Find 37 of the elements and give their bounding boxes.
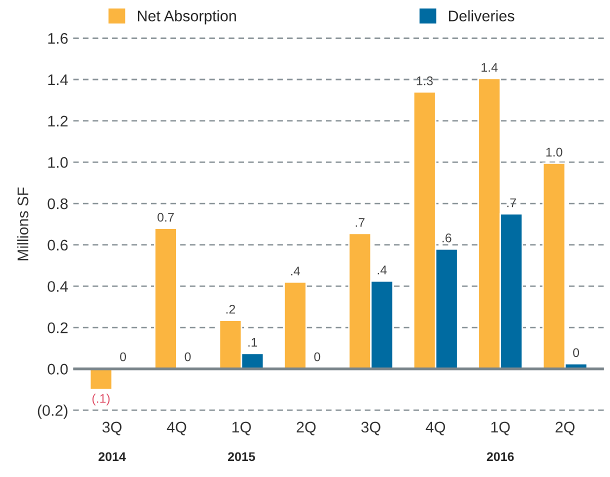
data-label: .4 xyxy=(378,266,387,274)
category-label: 3Q 2014 xyxy=(98,422,126,462)
x-tick-label: 2Q xyxy=(556,422,575,436)
y-axis-title: Millions SF xyxy=(17,187,28,260)
y-tick-label: 1.4 xyxy=(48,74,68,86)
data-label: .2 xyxy=(226,304,236,314)
data-label: .1 xyxy=(248,338,258,347)
data-label: .6 xyxy=(442,234,452,242)
data-label: .7 xyxy=(507,198,516,208)
data-label: 1.0 xyxy=(546,148,562,157)
x-tick-label: 3Q xyxy=(361,422,380,436)
y-tick-label: 0.8 xyxy=(48,198,68,210)
data-label: 0.7 xyxy=(158,212,174,222)
data-label: 1.3 xyxy=(416,76,433,86)
data-label: 0 xyxy=(120,352,126,362)
y-tick-label: 1.2 xyxy=(48,116,68,126)
y-tick-label: 0.4 xyxy=(48,281,68,292)
x-tick-label: 4Q xyxy=(166,422,186,436)
y-tick-label: 0.6 xyxy=(48,240,68,251)
legend-label: Deliveries xyxy=(449,10,514,22)
x-tick-label: 4Q xyxy=(426,422,446,436)
category-label: 1Q 2015 xyxy=(228,422,256,462)
legend-label: Net Absorption xyxy=(138,10,236,24)
data-label: 1.4 xyxy=(482,63,498,72)
y-tick-label: 1.6 xyxy=(48,33,68,44)
y-tick-label: 0.2 xyxy=(48,322,68,334)
y-tick-label: 0.0 xyxy=(48,364,68,375)
x-tick-label: 2Q xyxy=(296,422,316,436)
y-tick-label: (0.2) xyxy=(38,404,68,419)
data-label: .4 xyxy=(291,266,300,276)
y-tick-label: 1.0 xyxy=(48,157,68,168)
data-label: .7 xyxy=(356,218,364,227)
data-label: 0 xyxy=(314,352,320,362)
data-label: 0 xyxy=(573,348,580,358)
data-label: (.1) xyxy=(92,394,110,406)
category-label: 1Q 2016 xyxy=(486,422,514,462)
data-label: 0 xyxy=(184,352,191,362)
